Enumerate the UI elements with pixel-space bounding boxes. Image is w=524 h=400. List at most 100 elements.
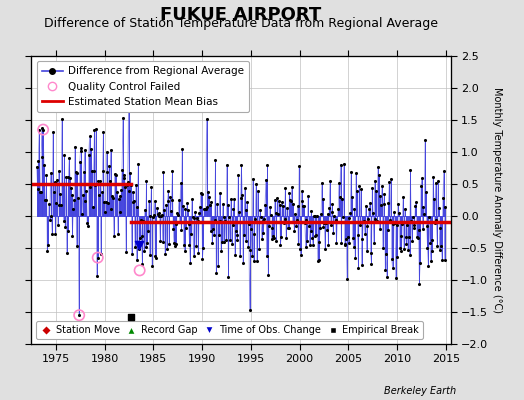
Point bbox=[316, 225, 324, 231]
Point bbox=[79, 192, 87, 198]
Point bbox=[365, 205, 373, 212]
Point bbox=[398, 221, 407, 227]
Point bbox=[106, 147, 115, 153]
Point bbox=[163, 198, 172, 204]
Point bbox=[335, 194, 344, 200]
Point bbox=[215, 190, 224, 196]
Point bbox=[336, 161, 345, 168]
Point bbox=[32, 163, 41, 170]
Point bbox=[108, 192, 116, 199]
Point bbox=[429, 174, 438, 180]
Point bbox=[188, 196, 196, 202]
Point bbox=[310, 213, 319, 219]
Point bbox=[386, 217, 394, 224]
Point bbox=[153, 205, 161, 212]
Point bbox=[53, 177, 61, 183]
Point bbox=[428, 248, 436, 255]
Point bbox=[335, 180, 343, 186]
Point bbox=[181, 206, 190, 213]
Point bbox=[85, 133, 94, 140]
Point bbox=[291, 210, 299, 217]
Point bbox=[277, 234, 286, 241]
Point bbox=[74, 194, 82, 201]
Point bbox=[369, 210, 377, 217]
Point bbox=[229, 206, 237, 212]
Point bbox=[57, 202, 66, 208]
Point bbox=[165, 241, 173, 248]
Point bbox=[328, 208, 336, 215]
Point bbox=[263, 162, 271, 168]
Point bbox=[92, 126, 100, 132]
Point bbox=[232, 228, 240, 234]
Point bbox=[151, 252, 159, 259]
Point bbox=[187, 231, 195, 238]
Point bbox=[166, 193, 174, 200]
Point bbox=[89, 204, 97, 210]
Point bbox=[374, 164, 382, 170]
Point bbox=[37, 189, 45, 196]
Point bbox=[102, 198, 110, 205]
Point bbox=[245, 306, 254, 313]
Point bbox=[145, 197, 153, 204]
Point bbox=[157, 213, 165, 219]
Point bbox=[260, 216, 268, 222]
Point bbox=[332, 216, 340, 223]
Point bbox=[101, 209, 109, 216]
Point bbox=[68, 233, 77, 239]
Point bbox=[205, 194, 213, 200]
Point bbox=[176, 219, 184, 225]
Point bbox=[283, 204, 291, 211]
Point bbox=[93, 254, 102, 261]
Point bbox=[216, 218, 224, 224]
Point bbox=[425, 214, 433, 220]
Point bbox=[198, 191, 206, 197]
Point bbox=[190, 214, 199, 221]
Point bbox=[80, 169, 88, 176]
Point bbox=[320, 220, 329, 226]
Point bbox=[328, 201, 336, 207]
Point bbox=[332, 240, 341, 246]
Point bbox=[196, 190, 205, 196]
Point bbox=[312, 232, 320, 238]
Point bbox=[309, 241, 317, 248]
Point bbox=[225, 214, 234, 220]
Point bbox=[113, 189, 122, 196]
Point bbox=[150, 198, 159, 204]
Point bbox=[128, 188, 137, 195]
Point bbox=[363, 248, 371, 254]
Point bbox=[77, 144, 85, 151]
Point bbox=[423, 245, 432, 251]
Point bbox=[250, 231, 259, 238]
Point bbox=[81, 198, 90, 204]
Point bbox=[351, 255, 359, 261]
Point bbox=[338, 196, 346, 202]
Point bbox=[178, 146, 187, 152]
Point bbox=[236, 253, 244, 260]
Point bbox=[352, 170, 360, 176]
Point bbox=[259, 230, 268, 236]
Point bbox=[268, 225, 277, 231]
Point bbox=[278, 199, 286, 206]
Point bbox=[82, 187, 91, 194]
Point bbox=[412, 199, 420, 205]
Point bbox=[334, 206, 342, 212]
Point bbox=[34, 186, 42, 192]
Point bbox=[207, 199, 215, 205]
Point bbox=[140, 248, 148, 254]
Point bbox=[388, 256, 396, 263]
Point bbox=[324, 242, 333, 248]
Point bbox=[381, 266, 389, 273]
Point bbox=[341, 241, 349, 247]
Point bbox=[409, 222, 418, 229]
Point bbox=[298, 198, 307, 204]
Point bbox=[382, 251, 390, 258]
Point bbox=[267, 212, 275, 218]
Point bbox=[139, 217, 147, 224]
Point bbox=[283, 225, 292, 231]
Point bbox=[162, 245, 171, 252]
Point bbox=[400, 246, 408, 252]
Point bbox=[137, 233, 146, 239]
Point bbox=[91, 182, 100, 188]
Point bbox=[438, 256, 446, 263]
Point bbox=[261, 202, 269, 208]
